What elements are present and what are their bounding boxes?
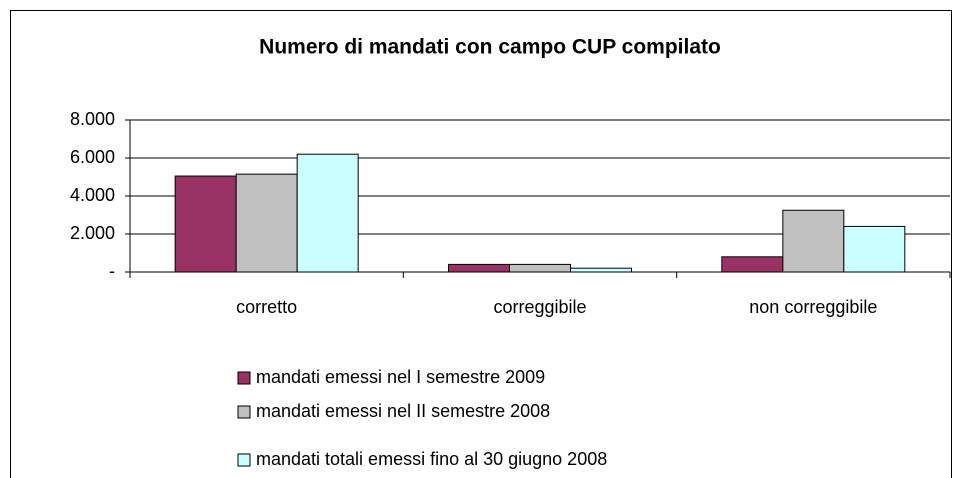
bar [235, 173, 298, 273]
bar [174, 175, 237, 273]
bar [721, 256, 784, 273]
legend-label: mandati emessi nel II semestre 2008 [256, 401, 550, 421]
y-tick-label: 4.000 [70, 185, 115, 205]
legend-swatch [237, 453, 251, 467]
legend-swatch [237, 371, 251, 385]
bar [843, 225, 906, 273]
y-tick-label: - [109, 261, 115, 281]
legend-swatch [237, 405, 251, 419]
chart-title: Numero di mandati con campo CUP compilat… [259, 36, 721, 59]
x-tick-label: non correggibile [749, 297, 877, 317]
legend-label: mandati emessi nel I semestre 2009 [256, 367, 545, 387]
y-tick-label: 2.000 [70, 223, 115, 243]
bar [570, 267, 632, 273]
legend-label: mandati totali emessi fino al 30 giugno … [256, 449, 607, 469]
x-tick-label: correggibile [493, 297, 586, 317]
bar [782, 209, 845, 273]
bar [448, 263, 510, 273]
y-tick-label: 8.000 [70, 109, 115, 129]
bar [509, 263, 571, 273]
bar [296, 153, 359, 273]
x-tick-label: corretto [236, 297, 297, 317]
y-tick-label: 6.000 [70, 147, 115, 167]
